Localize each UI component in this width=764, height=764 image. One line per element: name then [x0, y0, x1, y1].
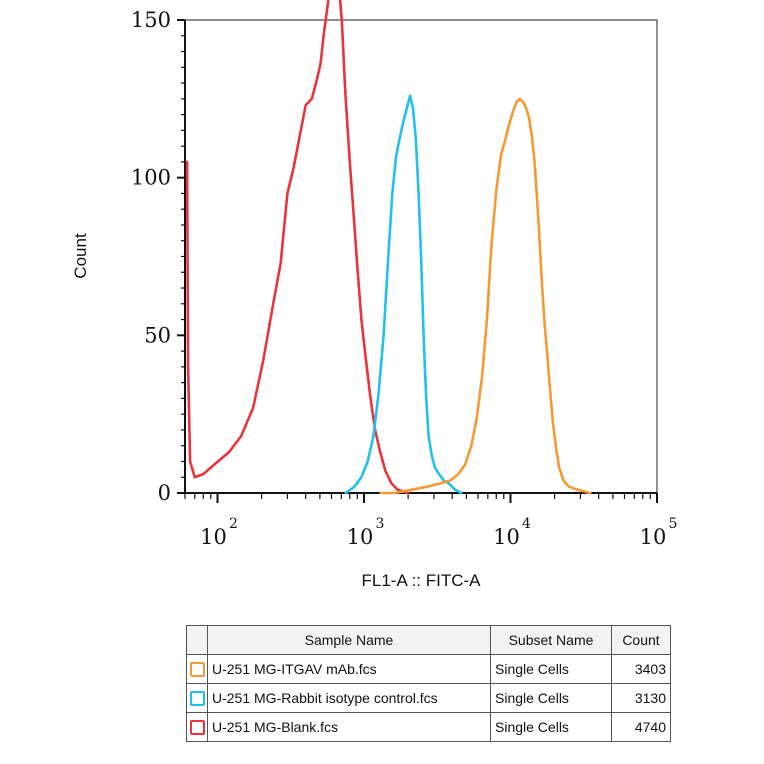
legend-count: 3403 — [611, 654, 671, 684]
x-tick-label-base: 10 — [493, 525, 520, 549]
legend-sample-name: U-251 MG-Blank.fcs — [207, 712, 491, 742]
legend-swatch-icon — [189, 662, 205, 678]
y-tick-label: 0 — [158, 481, 171, 505]
x-tick-label-exponent: 3 — [376, 516, 385, 532]
legend-header-blank — [186, 625, 208, 655]
legend-header-sample: Sample Name — [207, 625, 491, 655]
legend-subset-name: Single Cells — [490, 712, 612, 742]
legend-sample-name: U-251 MG-Rabbit isotype control.fcs — [207, 683, 491, 713]
y-tick-label: 150 — [131, 8, 171, 32]
legend-subset-name: Single Cells — [490, 683, 612, 713]
x-tick-label-exponent: 5 — [669, 516, 678, 532]
y-tick-label: 100 — [131, 166, 171, 190]
histogram-series — [185, 0, 592, 495]
legend-row: U-251 MG-ITGAV mAb.fcs Single Cells 3403 — [186, 654, 671, 684]
legend-header-count: Count — [611, 625, 671, 655]
legend-row: U-251 MG-Rabbit isotype control.fcs Sing… — [186, 683, 671, 713]
legend-swatch-icon — [189, 691, 205, 707]
legend-sample-name: U-251 MG-ITGAV mAb.fcs — [207, 654, 491, 684]
legend-count: 3130 — [611, 683, 671, 713]
legend-swatch-cell — [186, 683, 208, 713]
x-tick-label-base: 10 — [347, 525, 374, 549]
y-tick-label: 50 — [144, 323, 171, 347]
y-axis-ticks: 0 50 100 150 — [131, 8, 185, 505]
x-tick-label-base: 10 — [640, 525, 667, 549]
x-axis-title: FL1-A :: FITC-A — [361, 571, 481, 590]
y-axis-title: Count — [71, 233, 90, 279]
legend-swatch-cell — [186, 654, 208, 684]
x-tick-label-base: 10 — [200, 525, 227, 549]
histogram-series-line — [379, 97, 592, 495]
sample-legend-table: Sample Name Subset Name Count U-251 MG-I… — [186, 625, 671, 742]
x-tick-label-exponent: 2 — [229, 516, 238, 532]
legend-swatch-icon — [189, 720, 205, 736]
legend-header-subset: Subset Name — [490, 625, 612, 655]
legend-swatch-cell — [186, 712, 208, 742]
histogram-series-line — [185, 0, 410, 495]
histogram-series-line — [344, 94, 463, 495]
legend-header-row: Sample Name Subset Name Count — [186, 625, 671, 655]
legend-count: 4740 — [611, 712, 671, 742]
legend-subset-name: Single Cells — [490, 654, 612, 684]
x-tick-label-exponent: 4 — [522, 516, 531, 532]
legend-row: U-251 MG-Blank.fcs Single Cells 4740 — [186, 712, 671, 742]
